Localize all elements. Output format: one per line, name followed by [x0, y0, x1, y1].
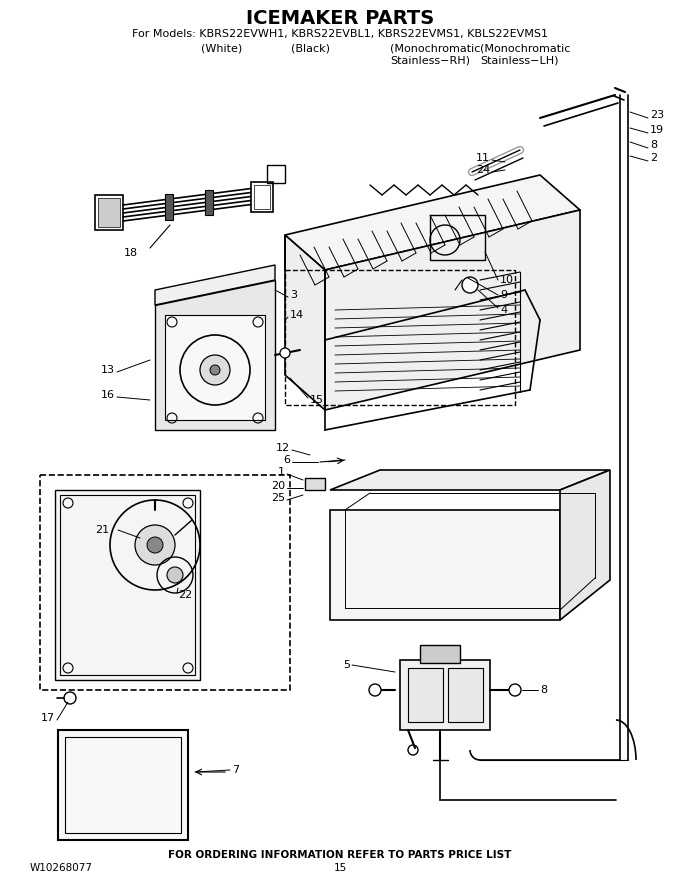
- Text: (White): (White): [201, 43, 243, 53]
- Bar: [205, 190, 213, 215]
- Circle shape: [167, 567, 183, 583]
- Circle shape: [280, 348, 290, 358]
- Polygon shape: [330, 470, 610, 490]
- Polygon shape: [55, 490, 200, 680]
- Polygon shape: [285, 235, 325, 410]
- Text: (Monochromatic: (Monochromatic: [480, 43, 571, 53]
- Bar: [58, 730, 188, 840]
- Polygon shape: [155, 280, 275, 430]
- Text: 2: 2: [650, 153, 657, 163]
- Text: 15: 15: [310, 395, 324, 405]
- Text: 12: 12: [276, 443, 290, 453]
- Text: 16: 16: [101, 390, 115, 400]
- Polygon shape: [285, 175, 580, 270]
- Text: 6: 6: [283, 455, 290, 465]
- Text: ICEMAKER PARTS: ICEMAKER PARTS: [246, 9, 434, 27]
- Bar: [165, 194, 173, 220]
- Bar: [95, 195, 123, 230]
- Text: 24: 24: [476, 165, 490, 175]
- Bar: [98, 198, 120, 227]
- Circle shape: [462, 277, 478, 293]
- Bar: [165, 315, 265, 420]
- Text: 20: 20: [271, 481, 285, 491]
- Text: W10268077: W10268077: [30, 863, 93, 873]
- Bar: [400, 660, 490, 730]
- Text: 7: 7: [232, 765, 239, 775]
- Text: 5: 5: [343, 660, 350, 670]
- Text: 18: 18: [124, 248, 138, 258]
- Bar: [430, 215, 485, 260]
- Circle shape: [369, 684, 381, 696]
- Bar: [254, 185, 270, 209]
- Circle shape: [509, 684, 521, 696]
- Text: 17: 17: [41, 713, 55, 723]
- Circle shape: [135, 525, 175, 565]
- Text: 25: 25: [271, 493, 285, 503]
- Bar: [267, 165, 285, 183]
- Text: (Black): (Black): [290, 43, 330, 53]
- Text: 1: 1: [278, 467, 285, 477]
- Bar: [60, 495, 195, 675]
- Circle shape: [147, 537, 163, 553]
- Text: 11: 11: [476, 153, 490, 163]
- Circle shape: [200, 355, 230, 385]
- Text: 13: 13: [101, 365, 115, 375]
- Polygon shape: [560, 470, 610, 620]
- Text: 15: 15: [333, 863, 347, 873]
- Bar: [251, 182, 273, 212]
- Text: (Monochromatic: (Monochromatic: [390, 43, 480, 53]
- Bar: [65, 737, 181, 833]
- Text: 19: 19: [650, 125, 664, 135]
- Bar: [420, 645, 460, 663]
- Text: 4: 4: [500, 305, 507, 315]
- Text: 14: 14: [290, 310, 304, 320]
- Polygon shape: [305, 478, 325, 490]
- Text: 8: 8: [650, 140, 657, 150]
- Text: Stainless−RH): Stainless−RH): [390, 55, 470, 65]
- Text: 22: 22: [178, 590, 192, 600]
- Text: 8: 8: [540, 685, 547, 695]
- Bar: [408, 668, 443, 722]
- Text: 3: 3: [290, 290, 297, 300]
- Polygon shape: [330, 510, 560, 620]
- Text: 23: 23: [650, 110, 664, 120]
- Text: For Models: KBRS22EVWH1, KBRS22EVBL1, KBRS22EVMS1, KBLS22EVMS1: For Models: KBRS22EVWH1, KBRS22EVBL1, KB…: [132, 29, 548, 39]
- Bar: [448, 668, 483, 722]
- Polygon shape: [155, 265, 275, 305]
- Text: 21: 21: [95, 525, 109, 535]
- Polygon shape: [325, 210, 580, 410]
- Text: Stainless−LH): Stainless−LH): [480, 55, 558, 65]
- Circle shape: [210, 365, 220, 375]
- Bar: [285, 270, 515, 405]
- Bar: [40, 475, 290, 690]
- Text: 10: 10: [500, 275, 514, 285]
- Text: FOR ORDERING INFORMATION REFER TO PARTS PRICE LIST: FOR ORDERING INFORMATION REFER TO PARTS …: [169, 850, 511, 860]
- Text: 9: 9: [500, 290, 507, 300]
